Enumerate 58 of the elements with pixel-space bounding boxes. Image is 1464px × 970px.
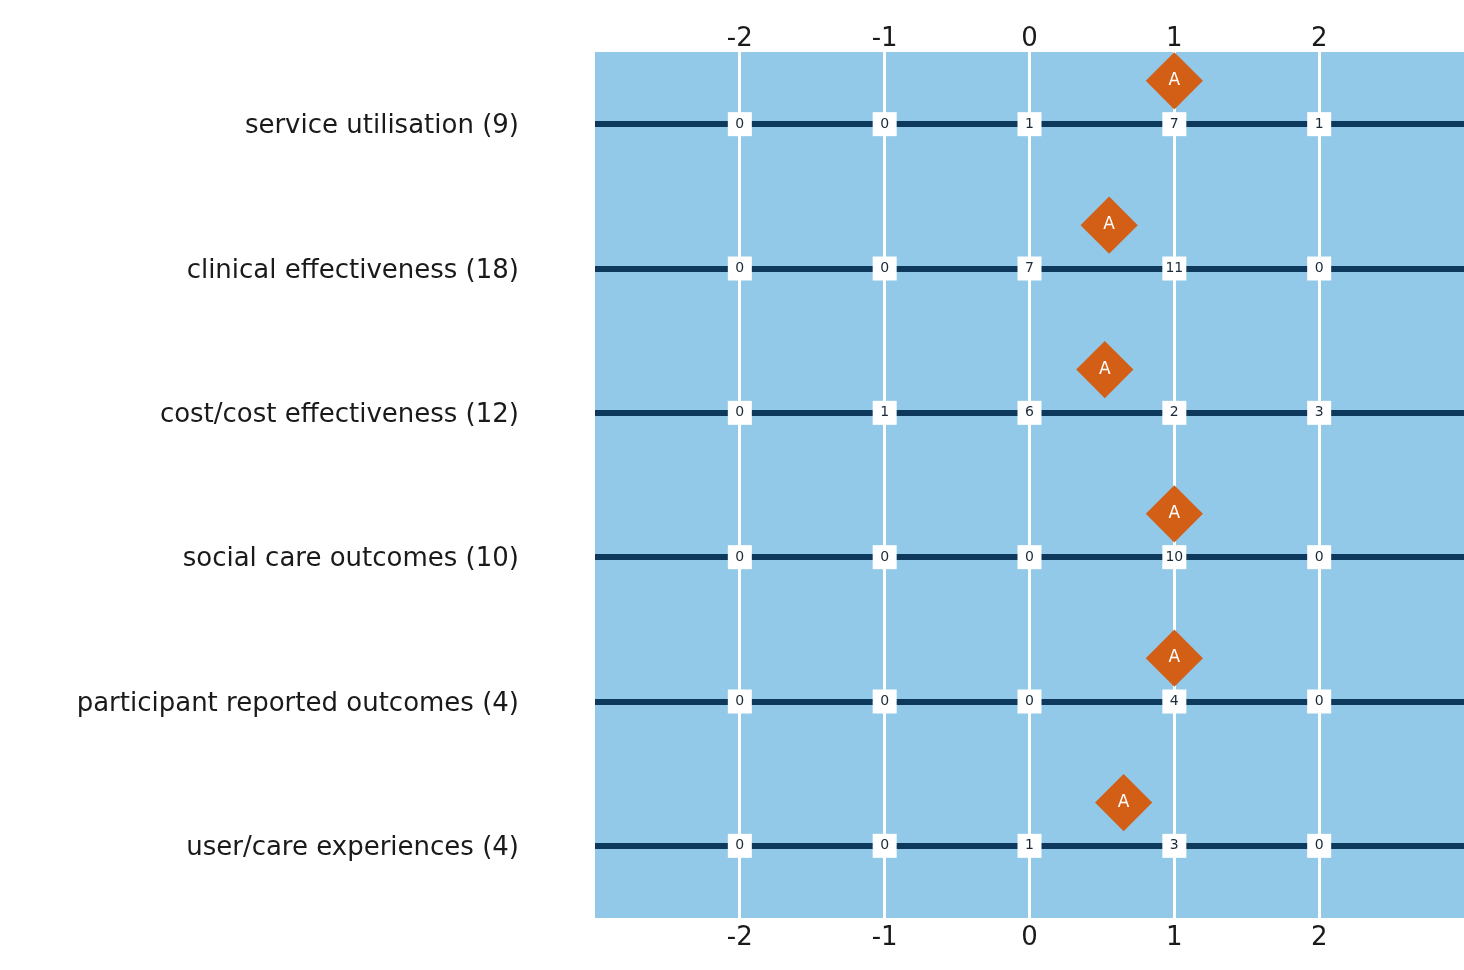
annotation: 0 xyxy=(880,114,890,131)
y-tick-label: cost/cost effectiveness (12) xyxy=(159,397,519,428)
annotation: 0 xyxy=(1314,836,1324,853)
x-tick-label: 2 xyxy=(1310,21,1328,52)
text: A xyxy=(1168,502,1181,523)
y-tick-label: clinical effectiveness (18) xyxy=(186,253,519,284)
x-tick-label: 1 xyxy=(1166,21,1183,52)
text: A xyxy=(1168,646,1181,667)
x2-tick-label: -2 xyxy=(726,921,753,951)
annotation: 3 xyxy=(1314,403,1324,420)
annotation: 0 xyxy=(880,547,890,564)
annotation: 1 xyxy=(1025,114,1034,131)
annotation: 0 xyxy=(1314,692,1324,708)
annotation: 1 xyxy=(880,403,890,420)
annotation: 7 xyxy=(1169,114,1179,131)
y-tick-label: service utilisation (9) xyxy=(244,109,519,140)
text: A xyxy=(1103,213,1115,234)
x-tick-label: 0 xyxy=(1021,21,1038,52)
y-tick-label: social care outcomes (10) xyxy=(182,542,519,573)
y-tick-label: user/care experiences (4) xyxy=(186,830,519,861)
text: A xyxy=(1117,790,1130,811)
text: A xyxy=(1168,69,1181,90)
annotation: 2 xyxy=(1169,403,1179,420)
annotation: 0 xyxy=(735,114,745,131)
x2-tick-label: -1 xyxy=(871,921,898,951)
x-tick-label: -2 xyxy=(726,21,753,52)
annotation: 0 xyxy=(735,259,745,275)
annotation: 0 xyxy=(1025,692,1034,708)
y-tick-label: participant reported outcomes (4) xyxy=(76,686,519,717)
point xyxy=(1145,52,1203,110)
annotation: 0 xyxy=(735,836,745,853)
point xyxy=(1080,196,1138,254)
annotation: 0 xyxy=(880,836,890,853)
point xyxy=(1076,340,1134,399)
annotation: 0 xyxy=(735,692,745,708)
x2-tick-label: 0 xyxy=(1021,921,1038,951)
annotation: 0 xyxy=(735,403,745,420)
annotation: 0 xyxy=(1025,547,1034,564)
annotation: 4 xyxy=(1169,692,1179,708)
annotation: 0 xyxy=(1314,259,1324,275)
annotation: 0 xyxy=(1314,547,1324,564)
point xyxy=(1145,629,1203,687)
annotation: 7 xyxy=(1025,259,1034,275)
x2-tick-label: 1 xyxy=(1166,921,1183,951)
annotation: 0 xyxy=(880,259,890,275)
annotation: 10 xyxy=(1165,547,1184,564)
annotation: 11 xyxy=(1165,259,1184,275)
annotation: 1 xyxy=(1314,114,1324,131)
x2-tick-label: 2 xyxy=(1310,921,1328,951)
annotation: 1 xyxy=(1025,836,1034,853)
point xyxy=(1145,485,1203,543)
point xyxy=(1095,773,1153,832)
annotation: 0 xyxy=(735,547,745,564)
annotation: 3 xyxy=(1169,836,1179,853)
annotation: 6 xyxy=(1025,403,1035,420)
annotation: 0 xyxy=(880,692,890,708)
x-tick-label: -1 xyxy=(871,21,898,52)
series-label: A xyxy=(1098,357,1111,378)
